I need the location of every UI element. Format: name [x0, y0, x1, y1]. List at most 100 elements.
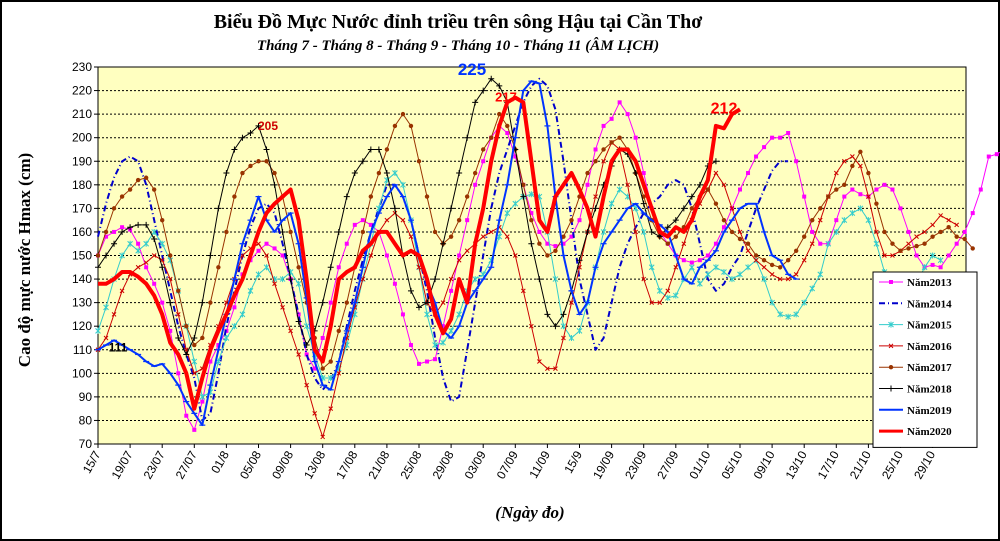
legend-năm2018-label: Năm2018	[907, 384, 952, 396]
series-năm2017-point	[842, 182, 847, 188]
series-năm2018-point	[279, 228, 286, 235]
y-tick-label: 210	[72, 107, 92, 121]
series-năm2016-point	[954, 222, 960, 228]
y-axis-label: Cao độ mực nước Hmax (cm)	[15, 153, 34, 367]
series-năm2015-point	[672, 292, 679, 299]
series-năm2016-point	[416, 264, 422, 270]
series-năm2018-point	[391, 205, 398, 212]
series-năm2013-point	[449, 288, 454, 293]
series-năm2016-point	[890, 253, 895, 258]
series-năm2013-point	[104, 234, 109, 239]
y-tick-label: 200	[72, 131, 92, 145]
series-năm2016-point	[119, 288, 125, 294]
series-năm2013-point	[705, 253, 710, 258]
series-năm2015-point	[568, 334, 575, 341]
series-năm2013-point	[890, 187, 895, 192]
series-năm2017-point	[962, 236, 967, 242]
series-năm2013-point	[577, 218, 582, 223]
series-năm2015-point	[528, 191, 535, 198]
series-năm2017-point	[729, 229, 735, 235]
series-năm2017-point	[151, 187, 157, 192]
series-năm2015-point	[769, 299, 775, 306]
series-năm2013-point	[754, 154, 759, 159]
legend-năm2020: Năm2020	[879, 426, 952, 438]
series-năm2015-point	[159, 240, 166, 247]
series-năm2017-point	[874, 201, 879, 206]
series-năm2017-point	[826, 194, 831, 199]
series-năm2015-point	[191, 358, 198, 365]
series-năm2018-point	[303, 342, 310, 349]
x-tick-label: 25/08	[397, 448, 424, 481]
legend-năm2015-label: Năm2015	[907, 320, 952, 332]
annotation-label: 225	[458, 60, 486, 79]
series-năm2017-point	[95, 253, 101, 258]
series-năm2017-point	[505, 123, 510, 129]
legend: Năm2013 Năm2014 Năm2015 Năm2016 Năm2017 Năm20…	[872, 271, 978, 448]
series-năm2015-point	[616, 186, 623, 193]
series-năm2017-point	[336, 328, 341, 334]
series-năm2017-point	[753, 253, 759, 258]
series-năm2018-point	[127, 224, 134, 231]
series-năm2015-point	[705, 271, 711, 278]
series-năm2013-point	[457, 253, 462, 258]
y-tick-label: 150	[72, 249, 92, 263]
series-năm2018-point	[696, 181, 703, 188]
series-năm2016-point	[175, 312, 181, 317]
series-năm2016-point	[561, 335, 566, 341]
series-năm2016-point	[906, 241, 911, 247]
series-năm2015-point	[833, 228, 840, 235]
series-năm2017-point	[834, 187, 839, 192]
series-năm2016-point	[713, 170, 719, 176]
series-năm2013-point	[465, 218, 470, 223]
series-năm2017-point	[777, 265, 783, 270]
series-năm2018-point	[416, 304, 422, 311]
series-năm2017-point	[392, 123, 398, 129]
series-năm2016-point	[761, 264, 767, 270]
series-năm2017-point	[256, 159, 261, 164]
series-năm2017-point	[288, 229, 293, 235]
series-năm2013-point	[874, 187, 879, 192]
series-năm2017-point	[938, 229, 943, 235]
series-năm2018-point	[239, 134, 246, 141]
series-năm2015-point	[737, 271, 743, 278]
series-năm2013-point	[986, 154, 991, 159]
series-năm2013-point	[184, 413, 189, 418]
x-axis-label: (Ngày đo)	[495, 503, 564, 522]
series-năm2018-point	[175, 334, 182, 341]
series-năm2015-point	[295, 280, 302, 287]
series-năm2013-point	[481, 159, 486, 164]
series-năm2016-point	[440, 300, 446, 305]
series-năm2016-point	[296, 352, 301, 357]
series-năm2016-point	[874, 229, 879, 235]
series-năm2017-point	[713, 201, 719, 206]
series-năm2018-point	[223, 170, 230, 177]
series-năm2015-point	[697, 280, 703, 287]
series-năm2015-point	[504, 210, 511, 217]
x-tick-label: 29/10	[911, 448, 938, 481]
series-năm2017-point	[914, 243, 919, 249]
series-năm2016-point	[143, 260, 149, 265]
series-năm2015-point	[777, 311, 783, 318]
series-năm2017-point	[745, 241, 751, 246]
series-năm2016-point	[400, 217, 406, 223]
x-tick-label: 03/09	[462, 448, 489, 481]
series-năm2018-point	[472, 99, 479, 106]
series-năm2018-point	[343, 193, 350, 200]
series-năm2015-point	[648, 264, 655, 271]
series-năm2018-point	[536, 276, 543, 283]
series-năm2015-point	[729, 276, 735, 283]
legend-năm2013-point	[889, 280, 893, 284]
series-năm2015-point	[392, 170, 398, 177]
series-năm2017-point	[497, 111, 502, 117]
series-năm2015-point	[560, 323, 567, 330]
series-năm2016-point	[649, 300, 655, 305]
series-năm2013-point	[954, 241, 959, 246]
series-năm2013-point	[681, 258, 686, 263]
series-năm2018-point	[287, 276, 294, 283]
series-năm2016-point	[769, 271, 775, 277]
series-năm2013-point	[112, 229, 117, 234]
legend-năm2018: Năm2018	[879, 384, 952, 396]
legend-năm2017-point	[888, 365, 894, 370]
series-năm2018-point	[215, 205, 222, 212]
